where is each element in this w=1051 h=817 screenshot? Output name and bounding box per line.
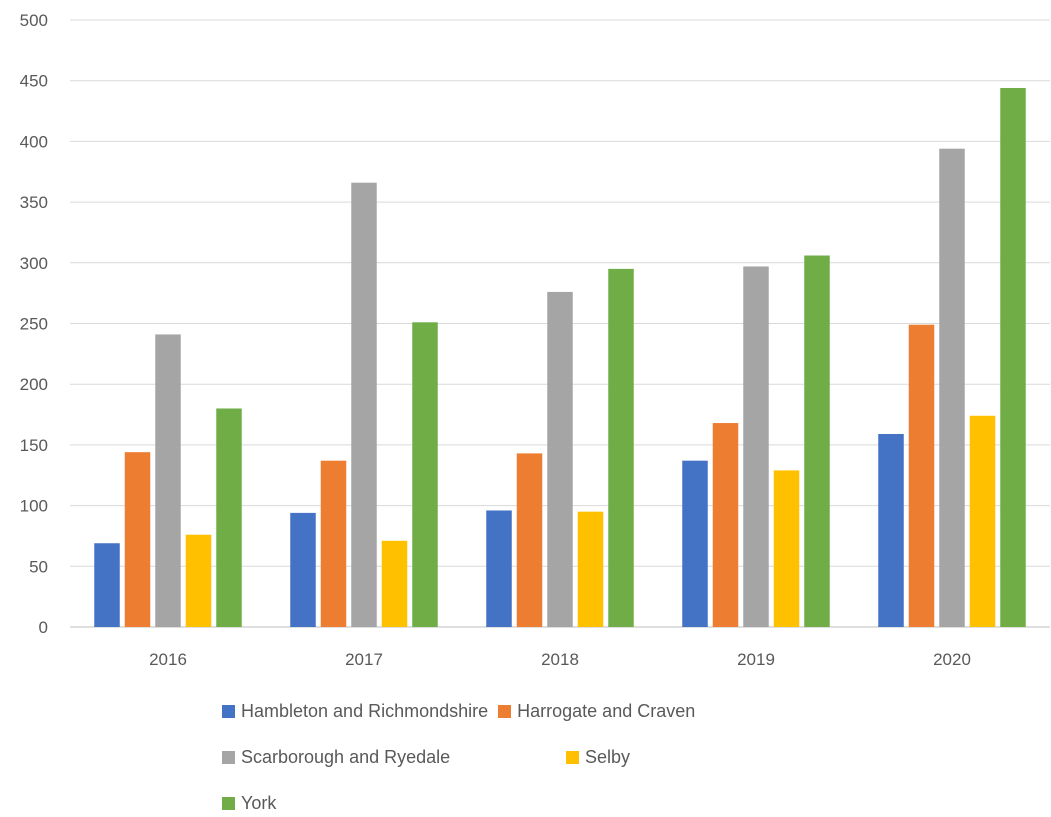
bar-harrogate-and-craven-2020 (908, 324, 935, 627)
bar-hambleton-and-richmondshire-2019 (682, 460, 708, 627)
y-tick-label: 200 (20, 375, 48, 394)
bar-harrogate-and-craven-2018 (516, 453, 543, 627)
x-axis-tick-labels: 2016 2017 2018 2019 2020 (149, 650, 971, 669)
bar-harrogate-and-craven-2017 (320, 460, 347, 627)
bar-scarborough-and-ryedale-2017 (351, 182, 377, 627)
bar-york-2019 (804, 255, 830, 628)
bar-york-2017 (412, 322, 438, 627)
legend-item-hambleton-and-richmondshire: Hambleton and Richmondshire (222, 701, 488, 722)
x-tick-label: 2016 (149, 650, 187, 669)
legend-swatch (222, 797, 235, 810)
y-tick-label: 150 (20, 436, 48, 455)
legend-swatch (566, 751, 579, 764)
y-tick-label: 500 (20, 11, 48, 30)
bar-selby-2018 (577, 511, 604, 627)
legend-label: Scarborough and Ryedale (241, 747, 451, 767)
bar-york-2020 (1000, 87, 1026, 627)
bar-hambleton-and-richmondshire-2017 (290, 512, 316, 627)
y-tick-label: 450 (20, 72, 48, 91)
y-tick-label: 100 (20, 497, 48, 516)
legend-item-scarborough-and-ryedale: Scarborough and Ryedale (222, 747, 566, 768)
bars (94, 87, 1026, 628)
bar-scarborough-and-ryedale-2016 (155, 334, 181, 627)
bar-harrogate-and-craven-2016 (124, 452, 151, 627)
bar-selby-2020 (969, 415, 996, 627)
bar-scarborough-and-ryedale-2019 (743, 266, 769, 627)
legend-label: Harrogate and Craven (517, 701, 696, 721)
legend-swatch (222, 751, 235, 764)
bar-scarborough-and-ryedale-2020 (939, 148, 965, 627)
legend-item-selby: Selby (566, 747, 630, 768)
x-tick-label: 2017 (345, 650, 383, 669)
y-tick-label: 350 (20, 193, 48, 212)
bar-hambleton-and-richmondshire-2018 (486, 510, 512, 627)
y-tick-label: 0 (39, 618, 48, 637)
legend-row: Hambleton and Richmondshire Harrogate an… (222, 698, 842, 725)
y-tick-label: 400 (20, 132, 48, 151)
x-tick-label: 2020 (933, 650, 971, 669)
legend-item-york: York (222, 793, 276, 814)
bar-scarborough-and-ryedale-2018 (547, 291, 573, 627)
bar-hambleton-and-richmondshire-2020 (878, 433, 904, 627)
legend-label: York (241, 793, 277, 813)
x-tick-label: 2018 (541, 650, 579, 669)
bar-york-2016 (216, 408, 242, 627)
y-tick-label: 50 (29, 557, 48, 576)
legend-label: Hambleton and Richmondshire (241, 701, 489, 721)
bar-selby-2017 (381, 540, 408, 627)
legend-swatch (498, 705, 512, 718)
y-tick-label: 250 (20, 315, 48, 334)
legend-item-harrogate-and-craven: Harrogate and Craven (498, 701, 695, 722)
bar-selby-2019 (773, 470, 800, 627)
bar-york-2018 (608, 268, 634, 627)
legend-label: Selby (585, 747, 631, 767)
y-tick-label: 300 (20, 254, 48, 273)
x-tick-label: 2019 (737, 650, 775, 669)
bar-harrogate-and-craven-2019 (712, 423, 739, 627)
legend: Hambleton and Richmondshire Harrogate an… (222, 698, 842, 817)
bar-selby-2016 (185, 534, 212, 627)
legend-row: York (222, 790, 842, 817)
legend-row: Scarborough and Ryedale Selby (222, 744, 842, 771)
y-axis-tick-labels: 0 50 100 150 200 250 300 350 400 450 500 (20, 11, 48, 637)
legend-swatch (222, 705, 235, 718)
bar-hambleton-and-richmondshire-2016 (94, 543, 120, 627)
